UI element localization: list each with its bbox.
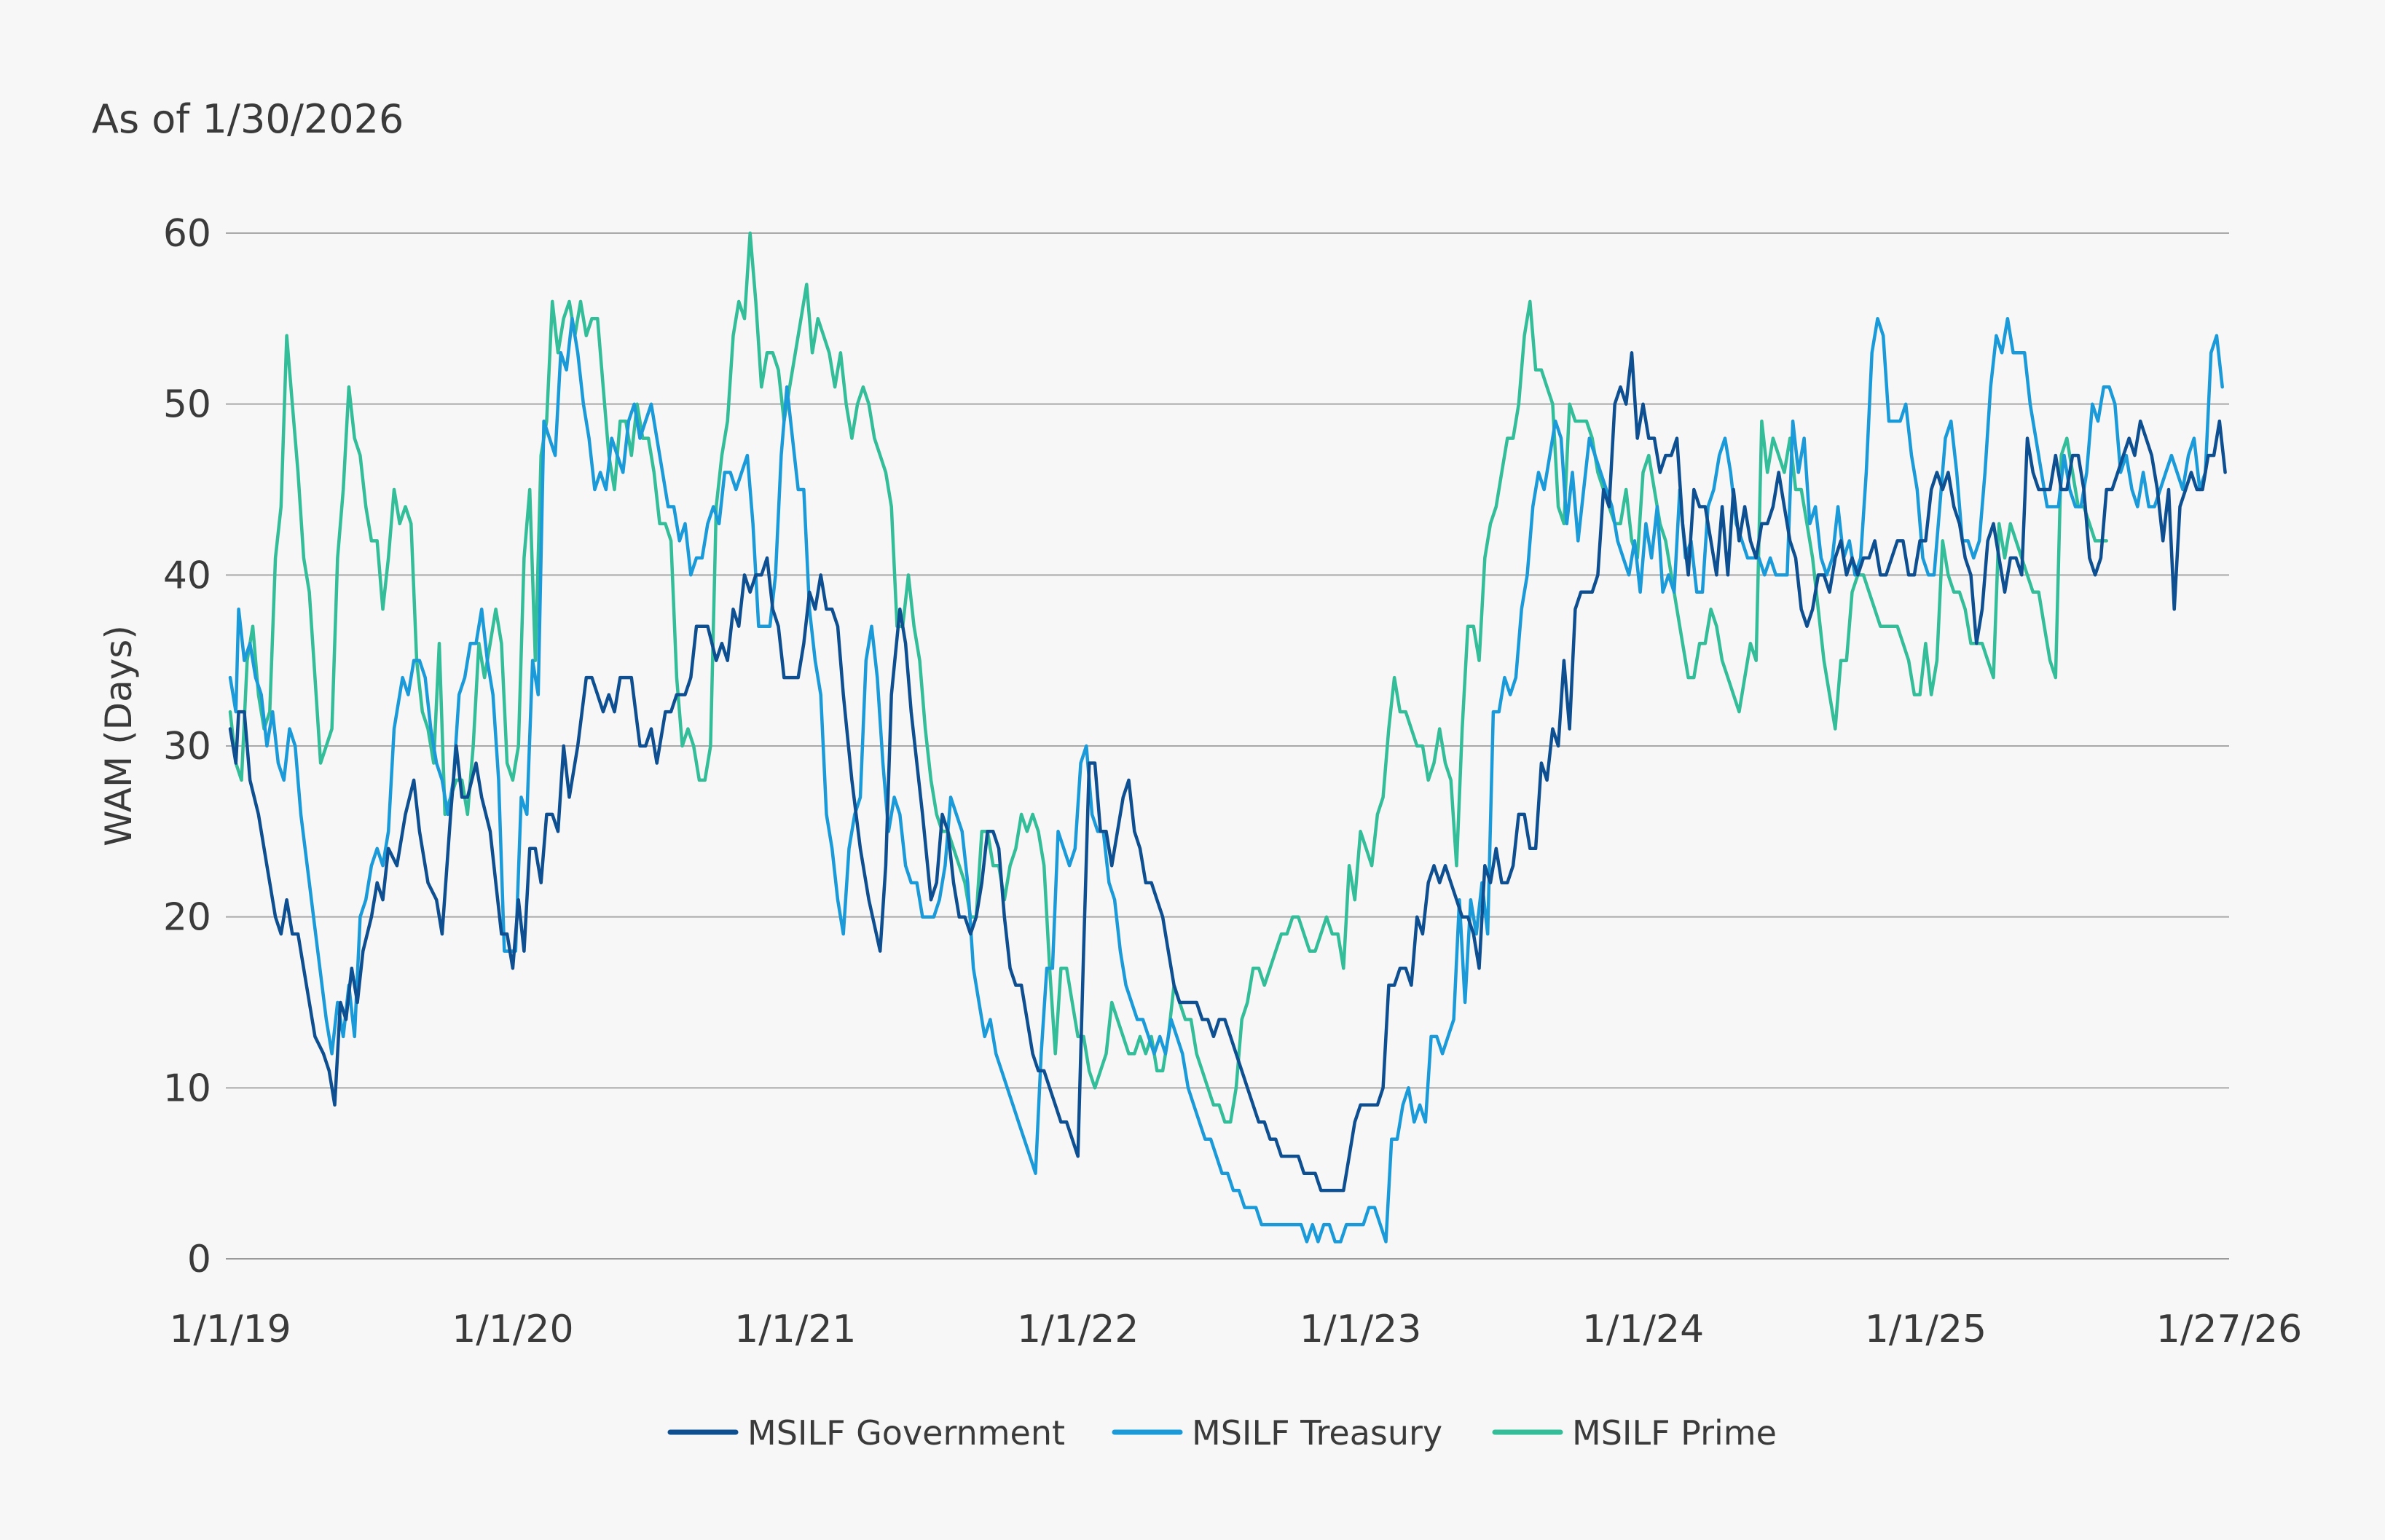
x-tick-label: 1/27/26 xyxy=(2156,1308,2302,1351)
series-line-msilf-government xyxy=(228,351,2227,1193)
legend-label: MSILF Treasury xyxy=(1192,1413,1442,1453)
legend-label: MSILF Government xyxy=(747,1413,1065,1453)
y-tick-label: 20 xyxy=(163,896,211,940)
legend-label: MSILF Prime xyxy=(1572,1413,1777,1453)
x-tick-label: 1/1/21 xyxy=(734,1308,856,1351)
legend-item-msilf-government: MSILF Government xyxy=(667,1413,1065,1453)
x-tick-label: 1/1/19 xyxy=(169,1308,291,1351)
y-tick-label: 60 xyxy=(163,212,211,256)
x-tick-labels: 1/1/19 1/1/20 1/1/21 1/1/22 1/1/23 1/1/24 1/1/… xyxy=(169,1308,2302,1351)
legend: MSILF Government MSILF Treasury MSILF Prim… xyxy=(667,1413,1777,1453)
x-tick-label: 1/1/25 xyxy=(1865,1308,1987,1351)
x-tick-label: 1/1/22 xyxy=(1017,1308,1139,1351)
series-lines xyxy=(228,231,2227,1244)
x-tick-label: 1/1/23 xyxy=(1300,1308,1421,1351)
legend-item-msilf-prime: MSILF Prime xyxy=(1492,1413,1777,1453)
gridlines xyxy=(226,232,2229,1260)
y-tick-label: 0 xyxy=(187,1238,211,1281)
x-tick-label: 1/1/24 xyxy=(1582,1308,1704,1351)
y-tick-labels: 0 10 20 30 40 50 60 xyxy=(163,212,211,1281)
series-line-msilf-prime xyxy=(228,231,2108,1124)
y-tick-label: 50 xyxy=(163,383,211,427)
y-axis-label: WAM (Days) xyxy=(98,625,140,846)
y-tick-label: 30 xyxy=(163,725,211,769)
y-tick-label: 40 xyxy=(163,554,211,597)
series-line-msilf-treasury xyxy=(228,317,2224,1244)
chart-subtitle: As of 1/30/2026 xyxy=(92,96,404,142)
y-tick-label: 10 xyxy=(163,1066,211,1110)
x-tick-label: 1/1/20 xyxy=(452,1308,573,1351)
legend-item-msilf-treasury: MSILF Treasury xyxy=(1112,1413,1442,1453)
